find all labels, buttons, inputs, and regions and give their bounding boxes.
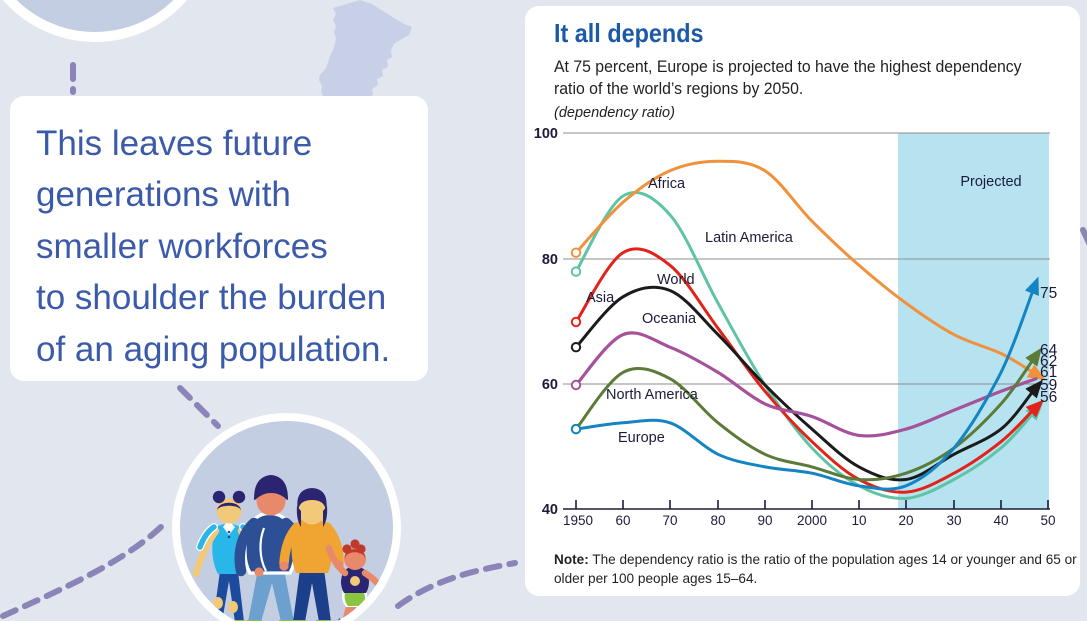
svg-text:80: 80: [710, 513, 725, 528]
svg-text:60: 60: [542, 377, 558, 393]
svg-text:Africa: Africa: [648, 176, 686, 192]
svg-text:2000: 2000: [797, 513, 827, 528]
svg-text:20: 20: [898, 513, 913, 528]
svg-text:40: 40: [993, 513, 1008, 528]
svg-text:30: 30: [946, 513, 961, 528]
svg-text:World: World: [657, 272, 695, 288]
svg-text:75: 75: [1040, 285, 1057, 302]
svg-text:56: 56: [1040, 389, 1057, 406]
svg-text:Oceania: Oceania: [642, 311, 697, 327]
svg-text:Europe: Europe: [618, 430, 665, 446]
svg-text:1950: 1950: [563, 513, 593, 528]
svg-text:Latin America: Latin America: [705, 230, 794, 246]
svg-text:10: 10: [851, 513, 866, 528]
svg-text:90: 90: [757, 513, 772, 528]
svg-text:Projected: Projected: [960, 174, 1021, 190]
svg-text:North America: North America: [606, 387, 699, 403]
svg-text:60: 60: [615, 513, 630, 528]
svg-text:50: 50: [1040, 513, 1055, 528]
svg-text:100: 100: [534, 126, 558, 142]
svg-text:80: 80: [542, 252, 558, 268]
svg-text:40: 40: [542, 502, 558, 518]
svg-text:Asia: Asia: [586, 290, 615, 306]
svg-text:70: 70: [662, 513, 677, 528]
